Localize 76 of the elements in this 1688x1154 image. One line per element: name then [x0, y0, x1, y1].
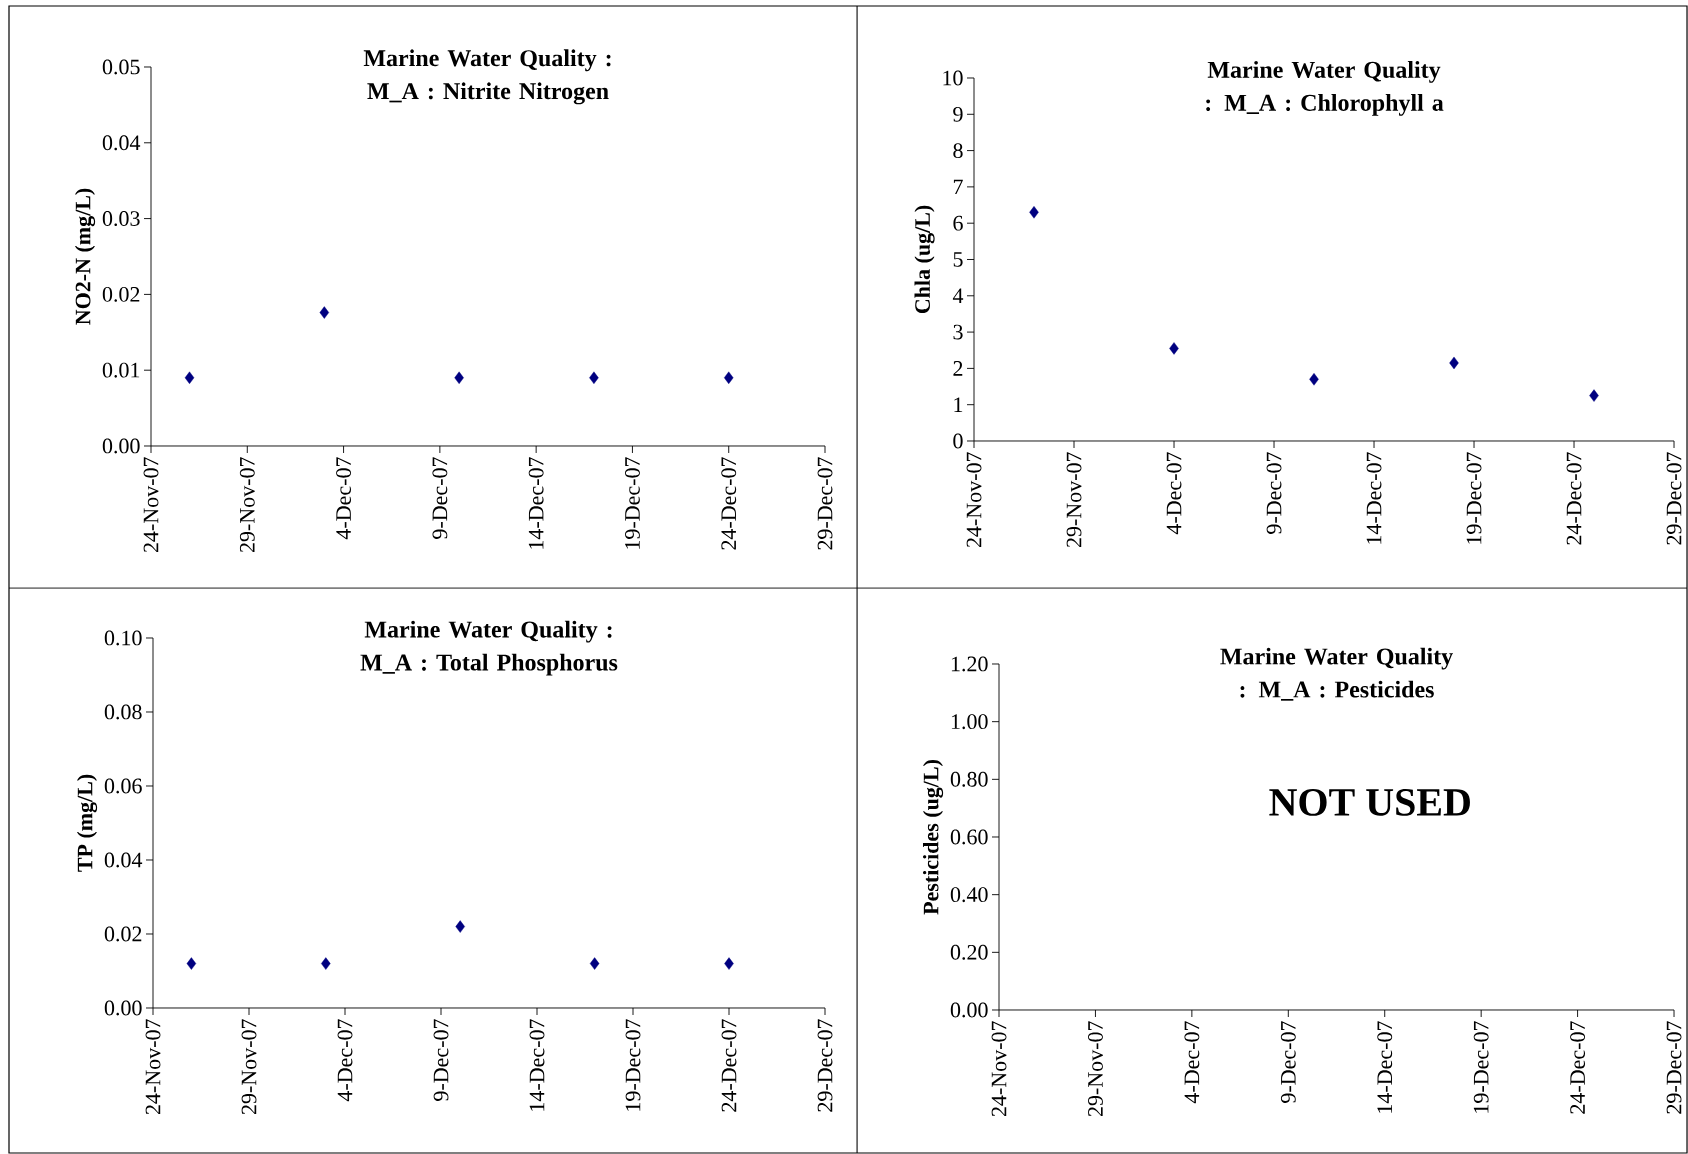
x-tick-label: 14-Dec-07 — [528, 457, 544, 549]
y-tick-label: 0.02 — [104, 926, 142, 942]
x-tick-label: 14-Dec-07 — [1377, 1021, 1393, 1113]
y-tick-label: 10 — [943, 70, 963, 86]
y-tick-label: 0 — [953, 433, 963, 449]
y-tick-label: 0.01 — [102, 362, 140, 378]
x-tick-label: 24-Nov-07 — [991, 1021, 1007, 1117]
x-tick-label: 19-Dec-07 — [1473, 1021, 1489, 1113]
y-tick-label: 0.20 — [950, 944, 988, 960]
x-tick-label: 29-Dec-07 — [1666, 1021, 1682, 1114]
x-tick-label: 9-Dec-07 — [432, 457, 448, 539]
x-tick-label: 29-Nov-07 — [1066, 452, 1082, 548]
x-tick-label: 4-Dec-07 — [336, 457, 351, 540]
x-tick-label: 9-Dec-07 — [433, 1019, 449, 1101]
y-tick-label: 3 — [953, 324, 963, 340]
x-tick-label: 4-Dec-07 — [1184, 1021, 1200, 1104]
x-tick-label: 24-Nov-07 — [966, 452, 982, 548]
y-tick-label: 2 — [953, 361, 963, 376]
y-tick-label: 0.00 — [950, 1002, 988, 1018]
y-tick-label: 4 — [952, 288, 964, 304]
y-tick-label: 5 — [953, 252, 963, 267]
y-tick-label: 0.00 — [104, 1000, 142, 1016]
y-tick-label: 0.08 — [104, 704, 142, 720]
x-tick-label: 9-Dec-07 — [1280, 1021, 1296, 1103]
y-tick-label: 6 — [953, 215, 963, 231]
y-tick-label: 1 — [954, 397, 963, 412]
y-tick-label: 1.00 — [951, 714, 988, 730]
chart-title: Marine Water Quality : M_A : Pesticides — [1220, 647, 1453, 701]
x-tick-label: 4-Dec-07 — [337, 1019, 353, 1102]
chart-title: Marine Water Quality : M_A : Total Phosphorus — [360, 620, 618, 676]
y-tick-label: 0.04 — [104, 852, 143, 868]
x-tick-label: 29-Dec-07 — [1666, 452, 1682, 545]
y-tick-label: 0.10 — [104, 630, 142, 646]
x-tick-label: 24-Dec-07 — [721, 1019, 737, 1112]
chart-title: Marine Water Quality : M_A : Nitrite Nitrogen — [363, 49, 611, 105]
y-axis-title: Chla (ug/L) — [914, 205, 935, 314]
x-tick-label: 24-Nov-07 — [145, 1019, 161, 1115]
point — [1309, 373, 1319, 386]
x-tick-label: 29-Dec-07 — [817, 457, 833, 550]
x-tick-label: 29-Nov-07 — [239, 457, 255, 553]
x-tick-label: 24-Dec-07 — [1570, 1021, 1586, 1114]
y-tick-label: 0.03 — [102, 211, 140, 227]
x-tick-label: 19-Dec-07 — [625, 1019, 641, 1111]
x-tick-label: 4-Dec-07 — [1166, 452, 1182, 535]
y-axis-title: TP (mg/L) — [76, 774, 98, 872]
x-tick-label: 24-Dec-07 — [721, 457, 737, 550]
chart-title: Marine Water Quality : M_A : Chlorophyll a — [1206, 61, 1444, 116]
x-tick-label: 19-Dec-07 — [1466, 452, 1482, 544]
y-tick-label: 0.02 — [102, 286, 140, 302]
x-tick-label: 29-Nov-07 — [241, 1019, 257, 1115]
point — [1029, 206, 1039, 219]
y-tick-label: 8 — [953, 143, 963, 159]
x-tick-label: 29-Nov-07 — [1088, 1021, 1103, 1117]
x-tick-label: 14-Dec-07 — [1366, 452, 1382, 544]
x-tick-label: 29-Dec-07 — [817, 1019, 833, 1112]
y-tick-label: 0.04 — [102, 135, 141, 151]
y-tick-label: 0.00 — [102, 438, 140, 454]
x-tick-label: 24-Nov-07 — [143, 457, 159, 553]
y-tick-label: 9 — [953, 106, 963, 122]
y-tick-label: 1.20 — [951, 656, 988, 672]
x-tick-label: 24-Dec-07 — [1566, 452, 1582, 545]
y-tick-label: 7 — [953, 179, 963, 195]
x-tick-label: 9-Dec-07 — [1266, 452, 1282, 534]
y-tick-label: 0.60 — [950, 829, 988, 845]
x-tick-label: 19-Dec-07 — [625, 457, 640, 549]
x-tick-label: 14-Dec-07 — [529, 1019, 545, 1111]
annotation: NOT USED — [1269, 788, 1470, 816]
point — [1589, 389, 1599, 402]
y-tick-label: 0.05 — [102, 59, 140, 75]
point — [1449, 356, 1459, 370]
y-tick-label: 0.40 — [950, 887, 988, 903]
point — [1169, 342, 1179, 355]
y-axis-title: Pesticides (ug/L) — [923, 760, 944, 915]
y-tick-label: 0.80 — [950, 771, 988, 787]
y-tick-label: 0.06 — [104, 778, 142, 794]
y-axis-title: NO2-N (mg/L) — [74, 188, 96, 325]
